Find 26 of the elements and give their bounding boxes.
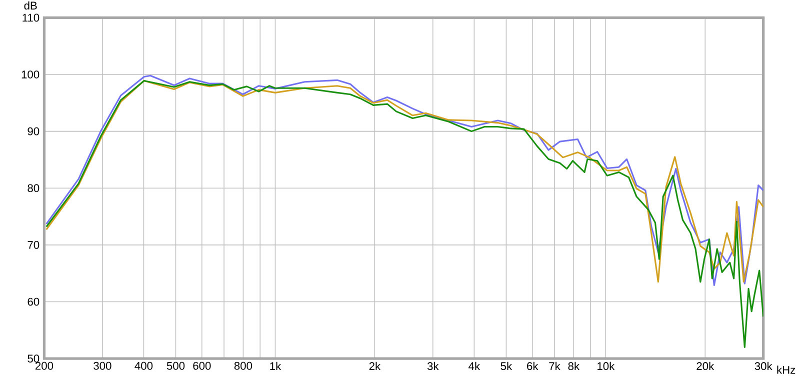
y-axis-title: dB [24, 1, 37, 10]
x-tick-label: 6k [527, 362, 538, 370]
x-tick-label: 600 [193, 362, 211, 370]
y-tick-label: 80 [28, 184, 40, 192]
y-tick-label: 110 [22, 14, 40, 22]
x-tick-label: 4k [468, 362, 480, 370]
x-tick-label: 3k [427, 362, 439, 370]
x-tick-label: 400 [134, 362, 153, 370]
y-tick-label: 70 [28, 240, 40, 249]
x-tick-label: 30k [754, 362, 772, 370]
x-tick-label: 500 [166, 362, 185, 370]
x-tick-label: 8k [568, 362, 580, 370]
x-tick-label: 5k [500, 362, 512, 370]
y-tick-label: 60 [28, 298, 40, 306]
x-tick-label: 7k [549, 362, 560, 370]
x-tick-label: 10k [598, 362, 615, 370]
y-tick-label: 90 [28, 127, 40, 136]
x-tick-label: 300 [94, 362, 112, 370]
x-tick-label: 2k [369, 362, 381, 370]
x-axis-title: kHz [777, 366, 796, 374]
x-tick-label: 800 [234, 362, 252, 370]
y-tick-label: 100 [22, 70, 40, 78]
x-tick-label: 200 [35, 362, 54, 370]
x-tick-label: 20k [696, 362, 714, 370]
x-tick-label: 1k [270, 362, 282, 370]
y-tick-label: 50 [28, 354, 40, 362]
